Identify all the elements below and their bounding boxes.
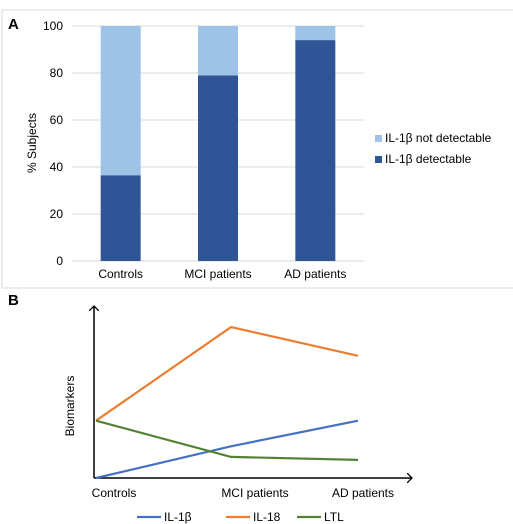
panel-a-chart: 0 20 40 60 80 100 Controls MCI patients AD pati…	[25, 19, 492, 281]
b-y-axis-title: Biomarkers	[63, 376, 77, 437]
b-category-labels: Controls MCI patients AD patients	[92, 486, 394, 500]
b-category-label: MCI patients	[221, 486, 288, 500]
a-legend-label: IL-1β detectable	[385, 152, 472, 166]
a-y-tick-label: 80	[50, 66, 64, 80]
a-legend-swatch-il-1-not-detectable	[375, 135, 382, 142]
a-y-tick-label: 60	[50, 113, 64, 127]
b-legend-label: LTL	[324, 510, 344, 524]
a-y-tick-label: 0	[56, 254, 63, 268]
panel-a-label: A	[8, 16, 19, 33]
a-bar-il-1-detectable-ad-patients	[295, 40, 336, 261]
a-bar-il-1-detectable-mci-patients	[198, 75, 238, 261]
a-bars	[100, 26, 336, 261]
a-y-tick-label: 100	[43, 19, 63, 33]
b-lines	[95, 325, 359, 480]
a-category-label: MCI patients	[184, 267, 251, 281]
b-line-ltl	[95, 419, 359, 461]
panel-a-border	[1, 9, 513, 289]
b-category-label: AD patients	[332, 486, 394, 500]
a-category-labels: Controls MCI patients AD patients	[98, 267, 346, 281]
b-line-il-18	[95, 325, 359, 422]
a-y-tick-label: 20	[50, 207, 64, 221]
a-legend-swatch-il-1-detectable	[375, 156, 382, 163]
a-category-label: Controls	[98, 267, 143, 281]
b-legend: IL-1β IL-18 LTL	[137, 510, 344, 524]
b-legend-label: IL-18	[253, 510, 281, 524]
b-line-il-1	[95, 419, 359, 480]
b-category-label: Controls	[92, 486, 137, 500]
panel-b-label: B	[8, 292, 19, 309]
a-bar-il-1-not-detectable-ad-patients	[295, 26, 336, 41]
a-legend-label: IL-1β not detectable	[385, 131, 492, 145]
a-legend: IL-1β not detectable IL-1β detectable	[375, 131, 492, 166]
a-category-label: AD patients	[284, 267, 346, 281]
a-y-tick-label: 40	[50, 160, 64, 174]
panel-b-chart: Biomarkers Controls MCI patients AD patien…	[63, 306, 412, 524]
b-legend-label: IL-1β	[164, 510, 192, 524]
a-bar-il-1-not-detectable-controls	[100, 26, 141, 176]
a-y-tick-labels: 0 20 40 60 80 100	[43, 19, 63, 268]
a-y-axis-title: % Subjects	[25, 113, 39, 173]
a-bar-il-1-not-detectable-mci-patients	[198, 26, 238, 76]
a-bar-il-1-detectable-controls	[100, 175, 141, 261]
